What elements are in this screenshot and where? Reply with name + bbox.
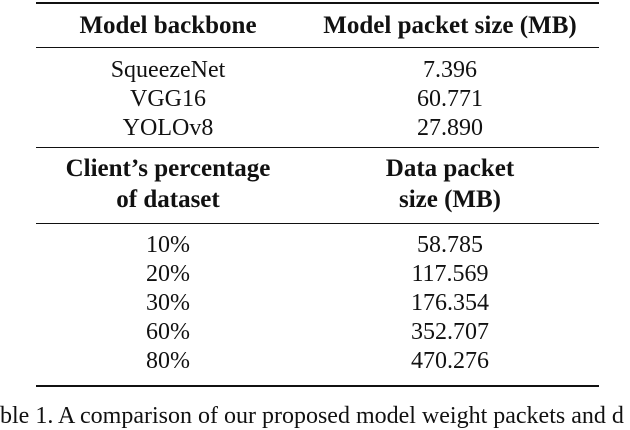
- header-data-packet-size-line2: size (MB): [398, 186, 502, 213]
- table-bottom-rule: [36, 385, 599, 387]
- table-caption: ble 1. A comparison of our proposed mode…: [0, 403, 624, 429]
- row-percentage: 10%: [146, 232, 190, 258]
- header-data-packet-size: Data packet size (MB): [300, 153, 600, 215]
- row-data-size: 176.354: [411, 290, 489, 316]
- table-top-rule: [36, 2, 599, 4]
- row-percentage: 20%: [146, 261, 190, 287]
- row-data-size: 352.707: [411, 319, 489, 345]
- row-data-size: 58.785: [417, 232, 483, 258]
- header-data-packet-size-line1: Data packet: [385, 155, 515, 182]
- row-data-size: 117.569: [411, 261, 489, 287]
- header-rule-2: [36, 223, 599, 224]
- row-model-name: SqueezeNet: [110, 57, 226, 83]
- row-data-size: 470.276: [411, 348, 489, 374]
- header-model-packet-size: Model packet size (MB): [323, 12, 577, 39]
- row-model-name: YOLOv8: [122, 115, 214, 141]
- header-client-percentage-line1: Client’s percentage: [65, 155, 271, 182]
- row-model-size: 27.890: [417, 115, 483, 141]
- header-client-percentage: Client’s percentage of dataset: [36, 153, 300, 215]
- header-client-percentage-line2: of dataset: [116, 186, 220, 213]
- header-model-backbone: Model backbone: [79, 12, 257, 39]
- section-rule: [36, 147, 599, 148]
- header-rule-1: [36, 47, 599, 48]
- row-model-size: 7.396: [423, 57, 477, 83]
- row-model-size: 60.771: [417, 86, 483, 112]
- row-percentage: 80%: [146, 348, 190, 374]
- row-percentage: 30%: [146, 290, 190, 316]
- row-model-name: VGG16: [130, 86, 206, 112]
- row-percentage: 60%: [146, 319, 190, 345]
